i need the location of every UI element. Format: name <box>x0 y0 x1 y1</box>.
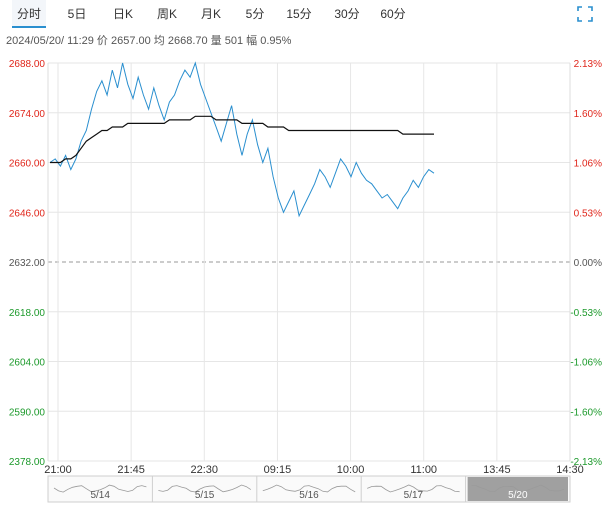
pct-tick-label: -1.60% <box>570 407 602 418</box>
y-tick-label: 2646.00 <box>9 208 46 219</box>
tab-5[interactable]: 5分 <box>245 7 265 21</box>
tab-1[interactable]: 5日 <box>67 7 87 21</box>
x-tick-label: 10:00 <box>337 464 365 476</box>
navigator-label: 5/16 <box>299 490 319 501</box>
x-tick-label: 21:45 <box>117 464 145 476</box>
pct-tick-label: -1.06% <box>570 358 602 369</box>
y-tick-label: 2660.00 <box>9 159 46 170</box>
navigator-sparkline <box>262 484 356 493</box>
price-line <box>49 61 435 218</box>
x-tick-label: 11:00 <box>410 464 437 476</box>
navigator-label: 5/14 <box>90 490 110 501</box>
pct-tick-label: 1.06% <box>574 159 602 170</box>
x-tick-label: 21:00 <box>44 464 72 476</box>
y-tick-label: 2688.00 <box>9 59 46 70</box>
x-tick-label: 14:30 <box>556 464 584 476</box>
y-tick-label: 2674.00 <box>9 109 46 120</box>
pct-tick-label: -0.53% <box>570 308 602 319</box>
navigator-label: 5/15 <box>195 490 215 501</box>
navigator-label: 5/20 <box>508 490 528 501</box>
navigator-sparkline <box>367 484 460 493</box>
x-tick-label: 22:30 <box>191 464 219 476</box>
tab-6[interactable]: 15分 <box>286 7 312 21</box>
navigator-sparkline <box>53 484 147 493</box>
average-line <box>50 115 434 164</box>
tab-0[interactable]: 分时 <box>12 0 46 28</box>
pct-tick-label: 1.60% <box>574 109 602 120</box>
tab-8[interactable]: 60分 <box>380 7 406 21</box>
y-tick-label: 2590.00 <box>9 407 46 418</box>
pct-tick-label: -2.13% <box>570 457 602 468</box>
tab-3[interactable]: 周K <box>156 7 177 21</box>
tab-2[interactable]: 日K <box>112 7 133 21</box>
pct-tick-label: 2.13% <box>574 59 602 70</box>
y-tick-label: 2618.00 <box>9 308 46 319</box>
expand-icon[interactable] <box>577 6 593 22</box>
x-tick-label: 09:15 <box>264 464 292 476</box>
pct-tick-label: 0.53% <box>574 208 602 219</box>
x-tick-label: 13:45 <box>483 464 511 476</box>
tab-7[interactable]: 30分 <box>334 7 360 21</box>
y-tick-label: 2632.00 <box>9 258 46 269</box>
quote-info-text: 2024/05/20/ 11:29 价 2657.00 均 2668.70 量 … <box>6 35 292 47</box>
tab-4[interactable]: 月K <box>200 7 221 21</box>
navigator-sparkline <box>158 484 252 493</box>
navigator-sparkline <box>471 484 565 493</box>
pct-tick-label: 0.00% <box>574 258 602 269</box>
period-tabs: 分时 5日 日K 周K 月K 5分 15分 30分 60分 <box>0 0 605 28</box>
navigator-label: 5/17 <box>404 490 424 501</box>
y-tick-label: 2378.00 <box>9 457 46 468</box>
quote-info: 2024/05/20/ 11:29 价 2657.00 均 2668.70 量 … <box>0 30 605 48</box>
y-tick-label: 2604.00 <box>9 358 46 369</box>
